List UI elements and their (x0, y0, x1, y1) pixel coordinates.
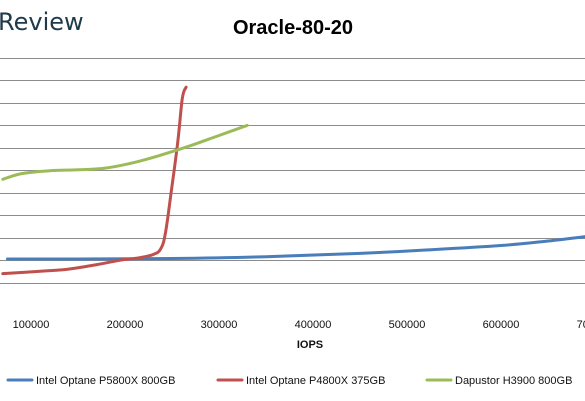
x-tick-label: 300000 (201, 319, 238, 331)
chart-title: Oracle-80-20 (233, 17, 353, 39)
series-line-2 (1, 85, 188, 276)
series-layer (1, 85, 585, 276)
x-tick-labels: 100000 200000 300000 400000 500000 600000 7000… (13, 319, 585, 331)
gridlines (0, 58, 585, 284)
x-tick-label: 600000 (483, 319, 520, 331)
x-tick-label: 700000 (577, 319, 585, 331)
legend-label-1: Intel Optane P5800X 800GB (36, 375, 175, 387)
series-line-1 (6, 235, 585, 261)
x-tick-label: 500000 (389, 319, 426, 331)
series-line-3 (1, 123, 249, 181)
x-tick-label: 400000 (295, 319, 332, 331)
legend: Intel Optane P5800X 800GB Intel Optane P4… (6, 375, 572, 387)
x-tick-label: 200000 (107, 319, 144, 331)
x-axis-title: IOPS (297, 339, 323, 351)
legend-label-3: Dapustor H3900 800GB (455, 375, 572, 387)
brand-logo: Review (0, 8, 84, 36)
legend-label-2: Intel Optane P4800X 375GB (246, 375, 385, 387)
x-tick-label: 100000 (13, 319, 50, 331)
